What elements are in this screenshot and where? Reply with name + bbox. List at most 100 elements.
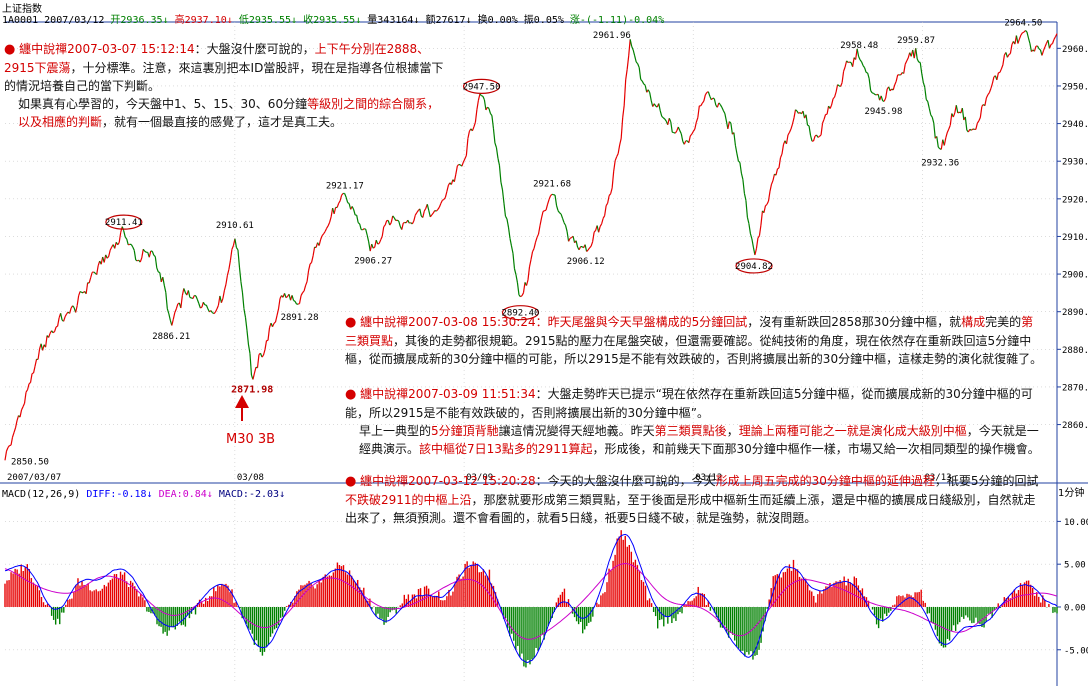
price-segment [240,281,244,293]
price-segment [298,295,302,304]
price-segment [679,130,682,134]
price-segment [843,66,846,72]
price-segment [329,216,332,223]
price-segment [906,57,909,62]
price-segment [745,200,749,218]
price-segment [165,292,168,309]
annotation-2007-03-08: ● 纏中說禪2007-03-08 15:30:24：昨天尾盤與今天早盤構成的5分… [345,313,1045,368]
price-segment [722,110,726,114]
price-segment [713,98,717,106]
price-segment [93,271,96,274]
down-arrow-icon: ↓ [465,15,472,26]
price-segment [488,108,491,114]
price-extreme-label: 2904.82 [735,262,773,272]
price-segment [1027,37,1031,44]
price-segment [727,121,730,129]
price-segment [300,292,304,296]
price-segment [919,62,923,74]
price-tick-label: 2860.00 [1062,421,1088,431]
price-segment [79,290,82,293]
price-segment [283,293,287,298]
price-segment [777,167,780,170]
price-segment [985,94,989,99]
price-segment [498,165,502,183]
price-segment [644,85,648,93]
m30-arrow [235,395,249,421]
price-segment [987,92,990,96]
change-label: 涨 [569,15,580,26]
price-segment [495,147,499,159]
price-segment [135,259,138,262]
price-segment [174,308,177,313]
price-segment [64,313,68,317]
annotation-2007-03-09: ● 纏中說禪2007-03-09 11:51:34：大盤走勢昨天已提示“現在依然… [345,385,1045,458]
price-segment [124,236,128,240]
annotation-highlight: 該中樞從7日13點多的2911算起 [419,442,593,456]
price-segment [946,128,950,133]
price-segment [779,153,783,158]
bullet-icon: ● [345,387,357,402]
price-segment [440,200,443,204]
price-segment [619,138,622,146]
price-segment [252,372,256,380]
period-label: 1分钟 [1058,488,1085,499]
macd-tick-label: 10.00 [1064,518,1088,528]
price-segment [957,111,960,114]
price-segment [473,122,476,128]
price-segment [162,277,165,286]
price-segment [566,231,570,242]
price-segment [271,323,275,327]
price-segment [158,271,161,274]
price-segment [525,279,529,286]
price-segment [961,108,965,121]
price-segment [937,146,941,150]
price-segment [348,203,352,210]
price-segment [126,238,129,246]
price-segment [931,117,935,124]
price-segment [309,262,313,265]
annotation-highlight: 5分鐘頂背馳 [431,424,499,438]
price-segment [590,241,594,247]
price-segment [629,39,633,47]
macd-label: MACD: [218,489,249,500]
price-tick-label: 2930.00 [1062,158,1088,168]
price-segment [489,113,493,116]
price-segment [592,232,595,242]
price-segment [572,236,576,243]
price-segment [198,303,201,309]
annotation-title: 纏中說禪2007-03-09 11:51:34 [360,387,536,401]
price-segment [326,225,329,229]
price-extreme-label: 2964.50 [1004,18,1042,28]
down-arrow-icon: ↓ [206,489,213,500]
price-segment [96,265,99,275]
price-segment [154,256,158,269]
price-tick-label: 2910.00 [1062,233,1088,243]
price-segment [610,187,613,194]
price-segment [369,243,373,252]
price-segment [999,68,1002,73]
annotation-highlight: 第三類買點後 [654,424,727,438]
highlight-circle [462,78,501,94]
price-segment [156,267,159,273]
price-segment [520,295,523,298]
price-segment [261,354,264,358]
price-segment [1041,50,1045,56]
price-segment [432,210,436,214]
price-segment [846,60,849,63]
price-segment [151,250,155,256]
price-segment [307,263,311,271]
macd-header: MACD(12,26,9) DIFF:-0.18↓ DEA:0.84↓ MACD… [2,489,285,500]
price-segment [763,205,767,213]
price-segment [638,67,642,80]
price-segment [616,153,619,158]
price-segment [873,92,876,96]
price-segment [539,217,543,226]
price-segment [888,86,891,92]
chart-title: 上证指数 [2,4,42,15]
price-segment [883,97,887,102]
price-segment [479,93,482,97]
price-segment [501,189,505,204]
date-label: 03/13 [924,473,951,483]
price-segment [758,224,762,236]
annotation-2007-03-07: ● 纏中說禪2007-03-07 15:12:14：大盤沒什麼可說的，上下午分別… [4,40,444,131]
